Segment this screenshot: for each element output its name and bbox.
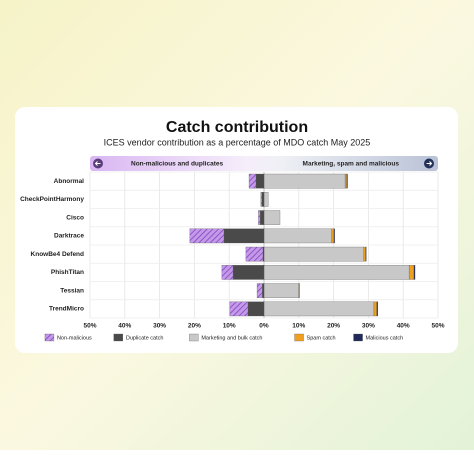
category-label: PhishTitan xyxy=(51,269,84,276)
bar xyxy=(344,173,347,189)
legend-swatch xyxy=(353,333,363,342)
bar xyxy=(221,265,234,280)
legend-label: Spam catch xyxy=(307,335,336,341)
legend-swatch xyxy=(189,333,199,342)
bar xyxy=(229,301,249,317)
chart-title: Catch contribution xyxy=(166,119,308,136)
right-header: Marketing, spam and malicious xyxy=(303,161,400,168)
bar xyxy=(263,301,375,317)
bar xyxy=(331,228,335,244)
bar xyxy=(263,192,269,207)
bar xyxy=(263,228,333,244)
category-label: Darktrace xyxy=(54,233,84,240)
bar xyxy=(262,283,265,298)
bar xyxy=(258,210,261,225)
left-arrow xyxy=(94,161,101,166)
bar xyxy=(255,173,265,189)
x-tick-label: 40% xyxy=(397,323,410,330)
x-tick-label: 20% xyxy=(188,323,201,330)
category-label: Cisco xyxy=(66,214,84,221)
bar xyxy=(263,210,281,225)
x-tick-label: 20% xyxy=(327,323,340,330)
bar xyxy=(408,265,415,280)
x-tick-label: 10% xyxy=(223,323,236,330)
category-label: Abnormal xyxy=(54,178,85,185)
bar xyxy=(245,246,264,262)
bar xyxy=(247,301,265,317)
bar xyxy=(365,246,367,262)
category-label: Tessian xyxy=(60,287,84,294)
bar xyxy=(363,246,366,262)
left-header: Non-malicious and duplicates xyxy=(131,161,223,168)
right-arrow xyxy=(426,161,433,166)
bar xyxy=(263,265,410,280)
legend-label: Duplicate catch xyxy=(126,335,164,341)
bar xyxy=(223,228,265,244)
x-tick-label: 50% xyxy=(431,323,444,330)
bar xyxy=(373,301,377,317)
x-tick-label: 30% xyxy=(362,323,375,330)
bar xyxy=(260,192,263,207)
x-tick-label: 50% xyxy=(83,323,96,330)
x-tick-label: 10% xyxy=(292,323,305,330)
bar xyxy=(298,283,300,298)
plot: 50% 40% 30% 20% 10% 0% 10% 20% 30% 40% 50% Abnormal… xyxy=(20,171,445,342)
bar xyxy=(263,246,365,262)
legend-swatch xyxy=(44,333,55,342)
legend-label: Malicious catch xyxy=(366,335,404,341)
bar xyxy=(333,228,335,244)
bar xyxy=(261,192,265,207)
bar xyxy=(232,265,265,280)
bar xyxy=(262,246,265,262)
bar xyxy=(376,301,378,317)
bar xyxy=(260,210,265,225)
category-label: CheckPointHarmony xyxy=(20,196,84,203)
bar xyxy=(256,283,263,298)
x-tick-label: 30% xyxy=(153,323,166,330)
legend-swatch xyxy=(294,333,304,342)
legend-label: Marketing and bulk catch xyxy=(201,335,262,341)
bar xyxy=(413,265,416,280)
legend-swatch xyxy=(113,333,123,342)
bar xyxy=(189,228,225,244)
bar xyxy=(263,173,346,189)
category-label: KnowBe4 Defend xyxy=(31,251,84,258)
legend-label: Non-malicious xyxy=(57,335,92,341)
x-tick-label: 0% xyxy=(259,323,269,330)
header-banner xyxy=(90,156,438,171)
chart-subtitle: ICES vendor contribution as a percentage… xyxy=(104,137,371,147)
x-tick-label: 40% xyxy=(118,323,131,330)
category-label: TrendMicro xyxy=(49,306,84,313)
bar xyxy=(248,173,257,189)
bar xyxy=(263,283,299,298)
bar xyxy=(346,173,348,189)
